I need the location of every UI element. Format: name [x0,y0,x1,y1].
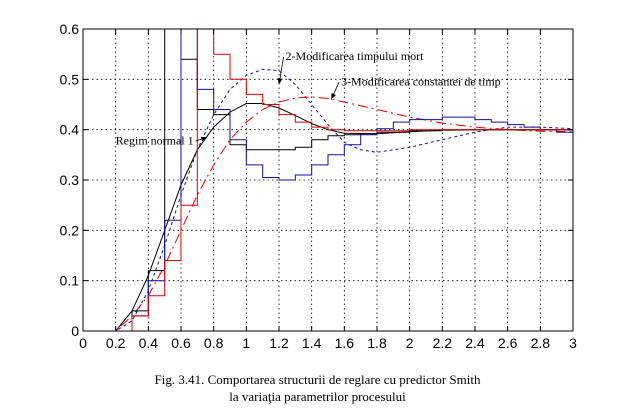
label-modificarea-timpului-mort-arrowhead [277,78,283,85]
y-tick-label: 0.6 [60,21,80,37]
label-regim-normal: Regim normal 1 [116,133,194,147]
label-modificarea-timpului-mort: 2-Modificarea timpului mort [286,49,425,63]
series-dashed-1 [83,68,573,331]
x-tick-label: 0 [79,335,87,351]
x-tick-label: 1 [242,335,250,351]
x-tick-label: 2.6 [498,335,518,351]
y-tick-label: 0 [71,323,79,339]
x-axis-tick-labels: 0 0.2 0.4 0.6 0.8 1 1.2 1.4 1.6 1.8 2 2.2 2.4 2.6 2.8 3 [79,335,577,351]
label-modificarea-constantei-arrowhead [331,92,337,100]
label-modificarea-constantei: 3-Modificarea constantei de timp [341,74,501,88]
label-regim-normal-arrowhead [200,136,208,142]
y-tick-label: 0.3 [60,172,80,188]
x-tick-label: 2.4 [465,335,485,351]
plot-series [83,29,573,331]
x-tick-label: 0.2 [106,335,126,351]
y-tick-label: 0.1 [60,273,80,289]
x-tick-label: 2 [406,335,414,351]
x-tick-label: 0.4 [139,335,159,351]
annotations: 2-Modificarea timpului mort 3-Modificarea… [116,49,501,147]
x-tick-label: 1.6 [335,335,355,351]
figure-caption-line-1: Fig. 3.41. Comportarea structurii de reg… [154,372,481,387]
y-axis-tick-labels: 0 0.1 0.2 0.3 0.4 0.5 0.6 [60,21,80,339]
y-tick-label: 0.4 [60,122,80,138]
x-tick-label: 3 [569,335,577,351]
x-tick-label: 1.2 [269,335,289,351]
x-tick-label: 0.6 [171,335,191,351]
series-stairs-4 [83,29,573,331]
y-tick-label: 0.5 [60,71,80,87]
x-tick-label: 2.2 [433,335,453,351]
series-stairs-5 [83,29,573,331]
figure-caption-line-2: la variaţia parametrilor procesului [229,389,406,404]
x-tick-label: 2.8 [531,335,551,351]
y-tick-label: 0.2 [60,222,80,238]
x-tick-label: 1.4 [302,335,322,351]
series-dashdot-2 [83,96,573,331]
x-tick-label: 1.8 [367,335,387,351]
axis-ticks [82,28,574,332]
x-tick-label: 0.8 [204,335,224,351]
